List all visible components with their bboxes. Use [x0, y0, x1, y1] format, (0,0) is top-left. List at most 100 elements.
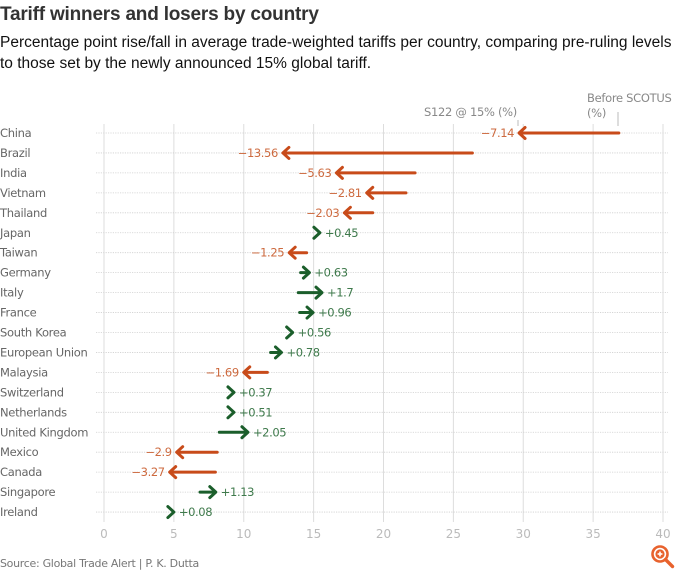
category-label: France	[0, 306, 37, 320]
arrow-canada	[168, 465, 217, 480]
before-series-label-line1: Before SCOTUS	[587, 91, 671, 105]
arrow-germany	[299, 265, 311, 280]
arrow-japan	[312, 225, 322, 240]
category-label: Germany	[0, 266, 51, 280]
arrow-head	[226, 385, 236, 400]
x-gridlines	[103, 124, 664, 522]
value-label: −1.25	[251, 246, 284, 260]
series-header-labels: S122 @ 15% (%) Before SCOTUS (%)	[424, 91, 672, 126]
x-tick-label: 25	[446, 527, 461, 541]
category-label: India	[0, 166, 27, 180]
category-label: Taiwan	[0, 246, 37, 260]
arrow-singapore	[198, 485, 218, 500]
arrow-head	[365, 185, 375, 200]
category-labels: China Brazil India Vietnam Thailand Japan Taiw…	[0, 126, 89, 519]
x-tick-label: 40	[655, 527, 670, 541]
value-label: +0.78	[286, 345, 319, 359]
value-label: +0.08	[179, 505, 212, 519]
arrow-european-union	[269, 345, 283, 360]
x-tick-label: 10	[236, 527, 251, 541]
arrow-china	[517, 126, 621, 140]
category-label: Singapore	[0, 485, 56, 499]
arrow-head	[168, 465, 178, 480]
value-label: −13.56	[238, 146, 278, 160]
category-label: Italy	[0, 286, 24, 300]
arrow-head	[305, 305, 315, 320]
arrow-taiwan	[287, 245, 309, 260]
category-label: Ireland	[0, 505, 38, 519]
x-tick-labels: 0 5 10 15 20 25 30 35 40	[100, 527, 670, 541]
arrow-united-kingdom	[217, 425, 250, 440]
category-label: Brazil	[0, 146, 30, 160]
value-label: +0.56	[298, 326, 331, 340]
arrow-malaysia	[242, 365, 269, 380]
x-tick-label: 20	[376, 527, 391, 541]
arrow-head	[334, 165, 344, 180]
category-label: Mexico	[0, 445, 39, 459]
arrow-head	[314, 285, 324, 300]
arrow-switzerland	[226, 385, 236, 400]
category-label: Netherlands	[0, 405, 67, 419]
x-tick-label: 15	[306, 527, 321, 541]
zoom-in-button[interactable]	[650, 544, 676, 570]
category-label: United Kingdom	[0, 425, 88, 439]
value-label: +0.96	[318, 306, 351, 320]
arrow-head	[342, 205, 352, 220]
arrow-head	[281, 145, 291, 160]
x-tick-label: 35	[585, 527, 600, 541]
category-label: Canada	[0, 465, 42, 479]
arrow-india	[334, 165, 417, 180]
category-label: European Union	[0, 345, 87, 359]
arrow-brazil	[281, 145, 474, 160]
x-tick-label: 30	[516, 527, 531, 541]
value-label: +0.37	[239, 385, 272, 399]
value-label: −5.63	[298, 166, 331, 180]
category-label: Switzerland	[0, 385, 64, 399]
arrow-head	[273, 345, 283, 360]
arrow-vietnam	[365, 185, 408, 200]
arrow-head	[287, 245, 297, 260]
value-label: −2.9	[145, 445, 171, 459]
arrows	[166, 126, 621, 520]
arrow-head	[517, 126, 527, 140]
value-label: +1.7	[327, 286, 353, 300]
x-tick-label: 0	[100, 527, 108, 541]
arrow-ireland	[166, 505, 176, 520]
value-label: −2.81	[328, 186, 361, 200]
value-label: −2.03	[306, 206, 339, 220]
arrow-thailand	[342, 205, 375, 220]
value-label: +1.13	[221, 485, 254, 499]
zoom-in-icon	[651, 545, 675, 569]
arrow-head	[285, 325, 295, 340]
before-series-label-line2: (%)	[587, 106, 606, 120]
category-label: Vietnam	[0, 186, 46, 200]
value-label: +0.45	[325, 226, 358, 240]
chart-title: Tariff winners and losers by country	[0, 4, 319, 25]
value-label: −1.69	[206, 365, 239, 379]
category-label: Japan	[0, 226, 31, 240]
value-labels: −7.14 −13.56 −5.63 −2.81 −2.03 +0.45 −1.25 +0.6…	[131, 126, 514, 519]
arrow-south-korea	[285, 325, 295, 340]
category-label: South Korea	[0, 326, 66, 340]
after-series-label: S122 @ 15% (%)	[424, 105, 517, 119]
value-label: +0.63	[314, 266, 347, 280]
chart-subtitle: Percentage point rise/fall in average tr…	[0, 34, 672, 72]
arrow-chart: S122 @ 15% (%) Before SCOTUS (%) China Br…	[0, 91, 672, 541]
arrow-head	[208, 485, 218, 500]
value-label: −7.14	[481, 126, 514, 140]
arrow-netherlands	[226, 405, 236, 420]
source-note: Source: Global Trade Alert | P. K. Dutta	[0, 557, 199, 570]
value-label: +2.05	[253, 425, 286, 439]
x-tick-label: 5	[170, 527, 178, 541]
arrow-head	[175, 445, 185, 460]
arrow-france	[298, 305, 315, 320]
arrow-head	[240, 425, 250, 440]
arrow-italy	[296, 285, 324, 300]
arrow-head	[242, 365, 252, 380]
arrow-head	[166, 505, 176, 520]
value-label: −3.27	[131, 465, 164, 479]
category-label: Thailand	[0, 206, 47, 220]
arrow-head	[301, 265, 311, 280]
category-label: Malaysia	[0, 365, 48, 379]
arrow-mexico	[175, 445, 219, 460]
